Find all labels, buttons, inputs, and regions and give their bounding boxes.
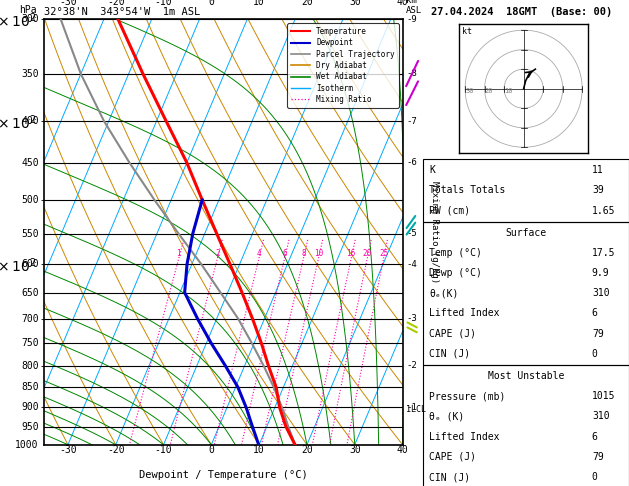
Text: -6: -6 [406, 158, 417, 167]
Text: Lifted Index: Lifted Index [429, 432, 499, 442]
Text: 550: 550 [21, 228, 38, 239]
Text: 1000: 1000 [15, 440, 38, 450]
Text: 11: 11 [592, 165, 604, 175]
Text: 0: 0 [592, 349, 598, 359]
Text: 1: 1 [177, 249, 181, 259]
Text: -1: -1 [406, 403, 417, 412]
Text: 900: 900 [21, 402, 38, 413]
Text: 8: 8 [301, 249, 306, 259]
Text: 0: 0 [592, 472, 598, 482]
Text: 20: 20 [363, 249, 372, 259]
Text: 25: 25 [379, 249, 388, 259]
Text: hPa: hPa [19, 5, 36, 15]
Text: 350: 350 [21, 69, 38, 79]
Text: 310: 310 [592, 412, 610, 421]
Text: -5: -5 [406, 229, 417, 238]
Text: CIN (J): CIN (J) [429, 472, 470, 482]
Text: 20: 20 [301, 445, 313, 455]
Text: CAPE (J): CAPE (J) [429, 452, 476, 462]
Text: 17.5: 17.5 [592, 248, 615, 258]
Bar [423, 365, 629, 486]
Text: 0: 0 [208, 0, 214, 7]
Text: Temp (°C): Temp (°C) [429, 248, 482, 258]
Text: 500: 500 [21, 195, 38, 205]
Text: -9: -9 [406, 15, 417, 24]
Text: -8: -8 [406, 69, 417, 78]
Text: CIN (J): CIN (J) [429, 349, 470, 359]
Text: 20: 20 [484, 87, 493, 94]
Text: Totals Totals: Totals Totals [429, 185, 505, 195]
Text: 10: 10 [314, 249, 323, 259]
Text: 6: 6 [592, 309, 598, 318]
Text: Mixing Ratio (g/kg): Mixing Ratio (g/kg) [430, 181, 439, 283]
Text: 750: 750 [21, 338, 38, 348]
Text: θₑ (K): θₑ (K) [429, 412, 464, 421]
Text: 30: 30 [349, 445, 360, 455]
Text: θₑ(K): θₑ(K) [429, 288, 459, 298]
Text: 800: 800 [21, 361, 38, 371]
Text: 450: 450 [21, 157, 38, 168]
Text: 2: 2 [215, 249, 220, 259]
Text: 16: 16 [347, 249, 356, 259]
Text: Lifted Index: Lifted Index [429, 309, 499, 318]
Text: 30: 30 [349, 0, 360, 7]
Text: -30: -30 [59, 0, 77, 7]
Text: Surface: Surface [505, 228, 547, 238]
Bar [423, 222, 629, 365]
Text: Most Unstable: Most Unstable [487, 371, 564, 381]
Text: 79: 79 [592, 452, 604, 462]
Text: -10: -10 [155, 0, 172, 7]
Text: -20: -20 [107, 0, 125, 7]
Text: -2: -2 [406, 362, 417, 370]
Text: 9.9: 9.9 [592, 268, 610, 278]
Text: 0: 0 [208, 445, 214, 455]
Text: -7: -7 [406, 117, 417, 125]
Text: 79: 79 [592, 329, 604, 339]
Text: 6: 6 [282, 249, 287, 259]
Text: 4: 4 [257, 249, 261, 259]
Text: -3: -3 [406, 314, 417, 323]
Text: 700: 700 [21, 313, 38, 324]
Text: 1015: 1015 [592, 391, 615, 401]
Text: PW (cm): PW (cm) [429, 206, 470, 215]
Text: K: K [429, 165, 435, 175]
Text: 40: 40 [397, 0, 408, 7]
Text: 6: 6 [592, 432, 598, 442]
Text: -30: -30 [59, 445, 77, 455]
Text: 650: 650 [21, 288, 38, 297]
Text: 850: 850 [21, 382, 38, 392]
Text: 10: 10 [504, 87, 513, 94]
Text: Dewp (°C): Dewp (°C) [429, 268, 482, 278]
Text: 950: 950 [21, 421, 38, 432]
Text: 32°38'N  343°54'W  1m ASL: 32°38'N 343°54'W 1m ASL [44, 7, 200, 17]
Text: -20: -20 [107, 445, 125, 455]
Text: 310: 310 [592, 288, 610, 298]
Text: 20: 20 [301, 0, 313, 7]
Text: -4: -4 [406, 260, 417, 269]
Text: 30: 30 [465, 87, 474, 94]
Bar [423, 159, 629, 222]
Text: -10: -10 [155, 445, 172, 455]
Text: 39: 39 [592, 185, 604, 195]
Text: 10: 10 [253, 0, 265, 7]
Text: 1LCL: 1LCL [406, 405, 426, 414]
Text: Dewpoint / Temperature (°C): Dewpoint / Temperature (°C) [139, 470, 308, 480]
Text: Pressure (mb): Pressure (mb) [429, 391, 505, 401]
Text: 1.65: 1.65 [592, 206, 615, 215]
Text: 300: 300 [21, 15, 38, 24]
Text: km
ASL: km ASL [406, 0, 422, 15]
Text: 600: 600 [21, 259, 38, 269]
Text: CAPE (J): CAPE (J) [429, 329, 476, 339]
Text: 400: 400 [21, 116, 38, 126]
Text: 10: 10 [253, 445, 265, 455]
Text: 40: 40 [397, 445, 408, 455]
Legend: Temperature, Dewpoint, Parcel Trajectory, Dry Adiabat, Wet Adiabat, Isotherm, Mi: Temperature, Dewpoint, Parcel Trajectory… [287, 23, 399, 107]
Text: 27.04.2024  18GMT  (Base: 00): 27.04.2024 18GMT (Base: 00) [431, 7, 612, 17]
Text: kt: kt [462, 27, 472, 36]
